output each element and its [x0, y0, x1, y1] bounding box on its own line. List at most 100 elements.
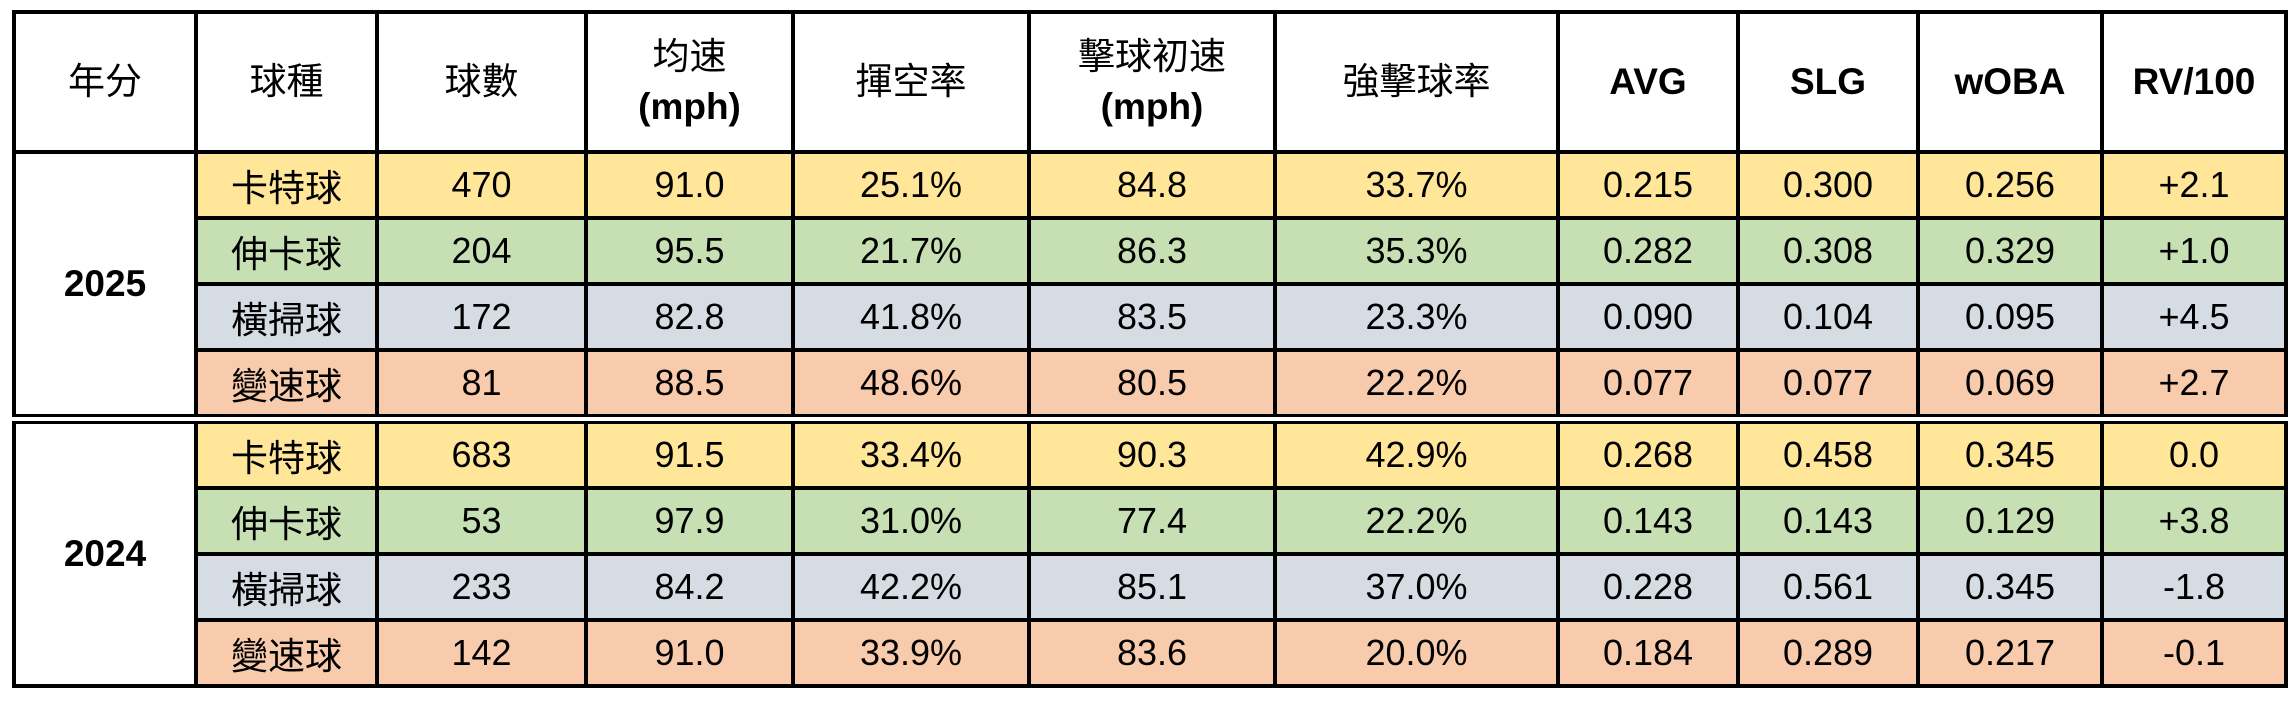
- hard-hit-rate-cell: 35.3%: [1273, 216, 1560, 286]
- woba-cell: 0.345: [1916, 552, 2104, 622]
- table-row: 伸卡球 204 95.5 21.7% 86.3 35.3% 0.282 0.308 0.329 +…: [14, 216, 2288, 286]
- pitch-type-cell: 卡特球: [194, 414, 379, 490]
- hard-hit-rate-cell: 37.0%: [1273, 552, 1560, 622]
- table-row: 伸卡球 53 97.9 31.0% 77.4 22.2% 0.143 0.143 0.129 +3…: [14, 486, 2288, 556]
- rv100-cell: +3.8: [2100, 486, 2288, 556]
- avg-velocity-cell: 88.5: [584, 348, 795, 421]
- table-header: 年分 球種 球數 均速 (mph) 揮空率 擊球初速 (mph) 強擊球率 AV…: [12, 10, 2288, 154]
- hard-hit-rate-cell: 23.3%: [1273, 282, 1560, 352]
- pitch-type-cell: 伸卡球: [194, 216, 379, 286]
- header-rv100: RV/100: [2100, 10, 2288, 154]
- woba-cell: 0.095: [1916, 282, 2104, 352]
- avg-cell: 0.090: [1556, 282, 1740, 352]
- exit-velocity-cell: 83.5: [1027, 282, 1277, 352]
- year-cell: 2024: [12, 414, 198, 688]
- exit-velocity-cell: 85.1: [1027, 552, 1277, 622]
- header-slg: SLG: [1736, 10, 1920, 154]
- pitch-count-cell: 470: [375, 150, 588, 220]
- pitch-count-cell: 53: [375, 486, 588, 556]
- avg-velocity-cell: 97.9: [584, 486, 795, 556]
- header-avg-velocity: 均速 (mph): [584, 10, 795, 154]
- pitch-count-cell: 81: [375, 348, 588, 421]
- whiff-rate-cell: 21.7%: [791, 216, 1031, 286]
- whiff-rate-cell: 48.6%: [791, 348, 1031, 421]
- table-row: 2025 卡特球 470 91.0 25.1% 84.8 33.7% 0.215 0.300 0.…: [12, 150, 2288, 421]
- avg-velocity-cell: 91.5: [584, 414, 795, 490]
- slg-cell: 0.289: [1736, 618, 1920, 688]
- pitch-count-cell: 233: [375, 552, 588, 622]
- hard-hit-rate-cell: 22.2%: [1273, 486, 1560, 556]
- table-row: 2024 卡特球 683 91.5 33.4% 90.3 42.9% 0.268 0.458 0.…: [12, 414, 2288, 688]
- header-exit-velocity: 擊球初速 (mph): [1027, 10, 1277, 154]
- pitch-count-cell: 142: [375, 618, 588, 688]
- header-unit: (mph): [1100, 86, 1204, 127]
- slg-cell: 0.077: [1736, 348, 1920, 421]
- hard-hit-rate-cell: 42.9%: [1273, 414, 1560, 490]
- header-pitch-count: 球數: [375, 10, 588, 154]
- avg-cell: 0.228: [1556, 552, 1740, 622]
- hard-hit-rate-cell: 20.0%: [1273, 618, 1560, 688]
- hard-hit-rate-cell: 22.2%: [1273, 348, 1560, 421]
- whiff-rate-cell: 42.2%: [791, 552, 1031, 622]
- avg-cell: 0.184: [1556, 618, 1740, 688]
- avg-cell: 0.282: [1556, 216, 1740, 286]
- header-woba: wOBA: [1916, 10, 2104, 154]
- rv100-cell: +2.1: [2100, 150, 2288, 220]
- whiff-rate-cell: 33.4%: [791, 414, 1031, 490]
- slg-cell: 0.458: [1736, 414, 1920, 490]
- table-row: 橫掃球 233 84.2 42.2% 85.1 37.0% 0.228 0.561 0.345-…: [14, 552, 2288, 622]
- header-label: 擊球初速: [1078, 35, 1226, 78]
- slg-cell: 0.308: [1736, 216, 1920, 286]
- hard-hit-rate-cell: 33.7%: [1273, 150, 1560, 220]
- header-unit: (mph): [638, 86, 741, 127]
- exit-velocity-cell: 86.3: [1027, 216, 1277, 286]
- whiff-rate-cell: 31.0%: [791, 486, 1031, 556]
- pitch-count-cell: 683: [375, 414, 588, 490]
- woba-cell: 0.256: [1916, 150, 2104, 220]
- exit-velocity-cell: 77.4: [1027, 486, 1277, 556]
- avg-velocity-cell: 95.5: [584, 216, 795, 286]
- woba-cell: 0.129: [1916, 486, 2104, 556]
- header-label: 均速: [652, 35, 727, 78]
- rv100-cell: -0.1: [2100, 618, 2288, 688]
- avg-velocity-cell: 91.0: [584, 150, 795, 220]
- table-row: 橫掃球 172 82.8 41.8% 83.5 23.3% 0.090 0.104 0.095 +…: [14, 282, 2288, 352]
- header-whiff-rate: 揮空率: [791, 10, 1031, 154]
- woba-cell: 0.069: [1916, 348, 2104, 421]
- avg-velocity-cell: 82.8: [584, 282, 795, 352]
- avg-cell: 0.268: [1556, 414, 1740, 490]
- slg-cell: 0.561: [1736, 552, 1920, 622]
- pitch-type-cell: 伸卡球: [194, 486, 379, 556]
- whiff-rate-cell: 33.9%: [791, 618, 1031, 688]
- pitch-count-cell: 172: [375, 282, 588, 352]
- avg-cell: 0.077: [1556, 348, 1740, 421]
- pitch-type-cell: 卡特球: [194, 150, 379, 220]
- avg-cell: 0.215: [1556, 150, 1740, 220]
- header-hard-hit-rate: 強擊球率: [1273, 10, 1560, 154]
- pitch-type-cell: 橫掃球: [194, 552, 379, 622]
- table-body: 2025 卡特球 470 91.0 25.1% 84.8 33.7% 0.215 0.300 0.…: [12, 150, 2288, 688]
- woba-cell: 0.345: [1916, 414, 2104, 490]
- exit-velocity-cell: 80.5: [1027, 348, 1277, 421]
- header-row: 年分 球種 球數 均速 (mph) 揮空率 擊球初速 (mph) 強擊球率 AV…: [12, 10, 2288, 154]
- pitch-stats-table: 年分 球種 球數 均速 (mph) 揮空率 擊球初速 (mph) 強擊球率 AV…: [12, 10, 2288, 688]
- woba-cell: 0.329: [1916, 216, 2104, 286]
- header-pitch-type: 球種: [194, 10, 379, 154]
- pitch-type-cell: 橫掃球: [194, 282, 379, 352]
- avg-velocity-cell: 84.2: [584, 552, 795, 622]
- slg-cell: 0.300: [1736, 150, 1920, 220]
- slg-cell: 0.104: [1736, 282, 1920, 352]
- avg-velocity-cell: 91.0: [584, 618, 795, 688]
- pitch-count-cell: 204: [375, 216, 588, 286]
- rv100-cell: +4.5: [2100, 282, 2288, 352]
- pitch-type-cell: 變速球: [194, 348, 379, 421]
- rv100-cell: +2.7: [2100, 348, 2288, 421]
- avg-cell: 0.143: [1556, 486, 1740, 556]
- rv100-cell: 0.0: [2100, 414, 2288, 490]
- exit-velocity-cell: 83.6: [1027, 618, 1277, 688]
- woba-cell: 0.217: [1916, 618, 2104, 688]
- pitch-type-cell: 變速球: [194, 618, 379, 688]
- header-year: 年分: [12, 10, 198, 154]
- whiff-rate-cell: 41.8%: [791, 282, 1031, 352]
- table-row: 變速球 81 88.5 48.6% 80.5 22.2% 0.077 0.077 0.069 +2…: [14, 348, 2288, 421]
